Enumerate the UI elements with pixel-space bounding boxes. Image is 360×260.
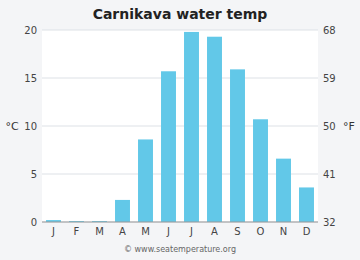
bar bbox=[276, 159, 291, 222]
x-tick-label: A bbox=[119, 226, 126, 237]
y2-axis-label: °F bbox=[343, 120, 355, 133]
bar bbox=[230, 69, 245, 222]
bar bbox=[184, 32, 199, 222]
bar bbox=[299, 187, 314, 222]
x-tick-label: M bbox=[95, 226, 104, 237]
x-tick-label: J bbox=[51, 226, 55, 237]
bar bbox=[253, 119, 268, 222]
y2-tick-label: 68 bbox=[323, 25, 336, 36]
y-axis-label: °C bbox=[5, 120, 19, 133]
y-tick-label: 5 bbox=[31, 169, 37, 180]
x-tick-label: N bbox=[280, 226, 287, 237]
plot-area bbox=[42, 30, 318, 222]
grid-line bbox=[42, 30, 318, 31]
x-tick-label: D bbox=[303, 226, 311, 237]
bar bbox=[207, 37, 222, 222]
y-tick-label: 0 bbox=[31, 217, 37, 228]
y-tick-label: 10 bbox=[24, 121, 37, 132]
y2-tick-label: 32 bbox=[323, 217, 336, 228]
x-tick-label: S bbox=[234, 226, 240, 237]
chart-container: 0 5 10 15 20 32 41 50 59 68 J F M A M J J A S O N D °C °F Carnik… bbox=[0, 0, 360, 260]
bar bbox=[115, 200, 130, 222]
y2-tick-label: 59 bbox=[323, 73, 336, 84]
y-tick-label: 15 bbox=[24, 73, 37, 84]
chart-title: Carnikava water temp bbox=[93, 6, 268, 22]
y-tick-label: 20 bbox=[24, 25, 37, 36]
x-tick-label: A bbox=[211, 226, 218, 237]
y2-tick-label: 41 bbox=[323, 169, 336, 180]
bar bbox=[161, 71, 176, 222]
y2-tick-label: 50 bbox=[323, 121, 336, 132]
grid-line bbox=[42, 222, 318, 223]
x-tick-label: O bbox=[257, 226, 265, 237]
bars bbox=[46, 32, 314, 222]
x-tick-label: J bbox=[189, 226, 193, 237]
grid-line bbox=[42, 78, 318, 79]
grid-line bbox=[42, 126, 318, 127]
x-tick-label: J bbox=[166, 226, 170, 237]
x-tick-label: F bbox=[74, 226, 80, 237]
x-tick-label: M bbox=[141, 226, 150, 237]
bar bbox=[138, 139, 153, 222]
x-axis-line bbox=[42, 222, 318, 223]
chart-svg: 0 5 10 15 20 32 41 50 59 68 J F M A M J J A S O N D °C °F Carnik… bbox=[0, 0, 360, 260]
annotation: © www.seatemperature.org bbox=[124, 245, 236, 254]
